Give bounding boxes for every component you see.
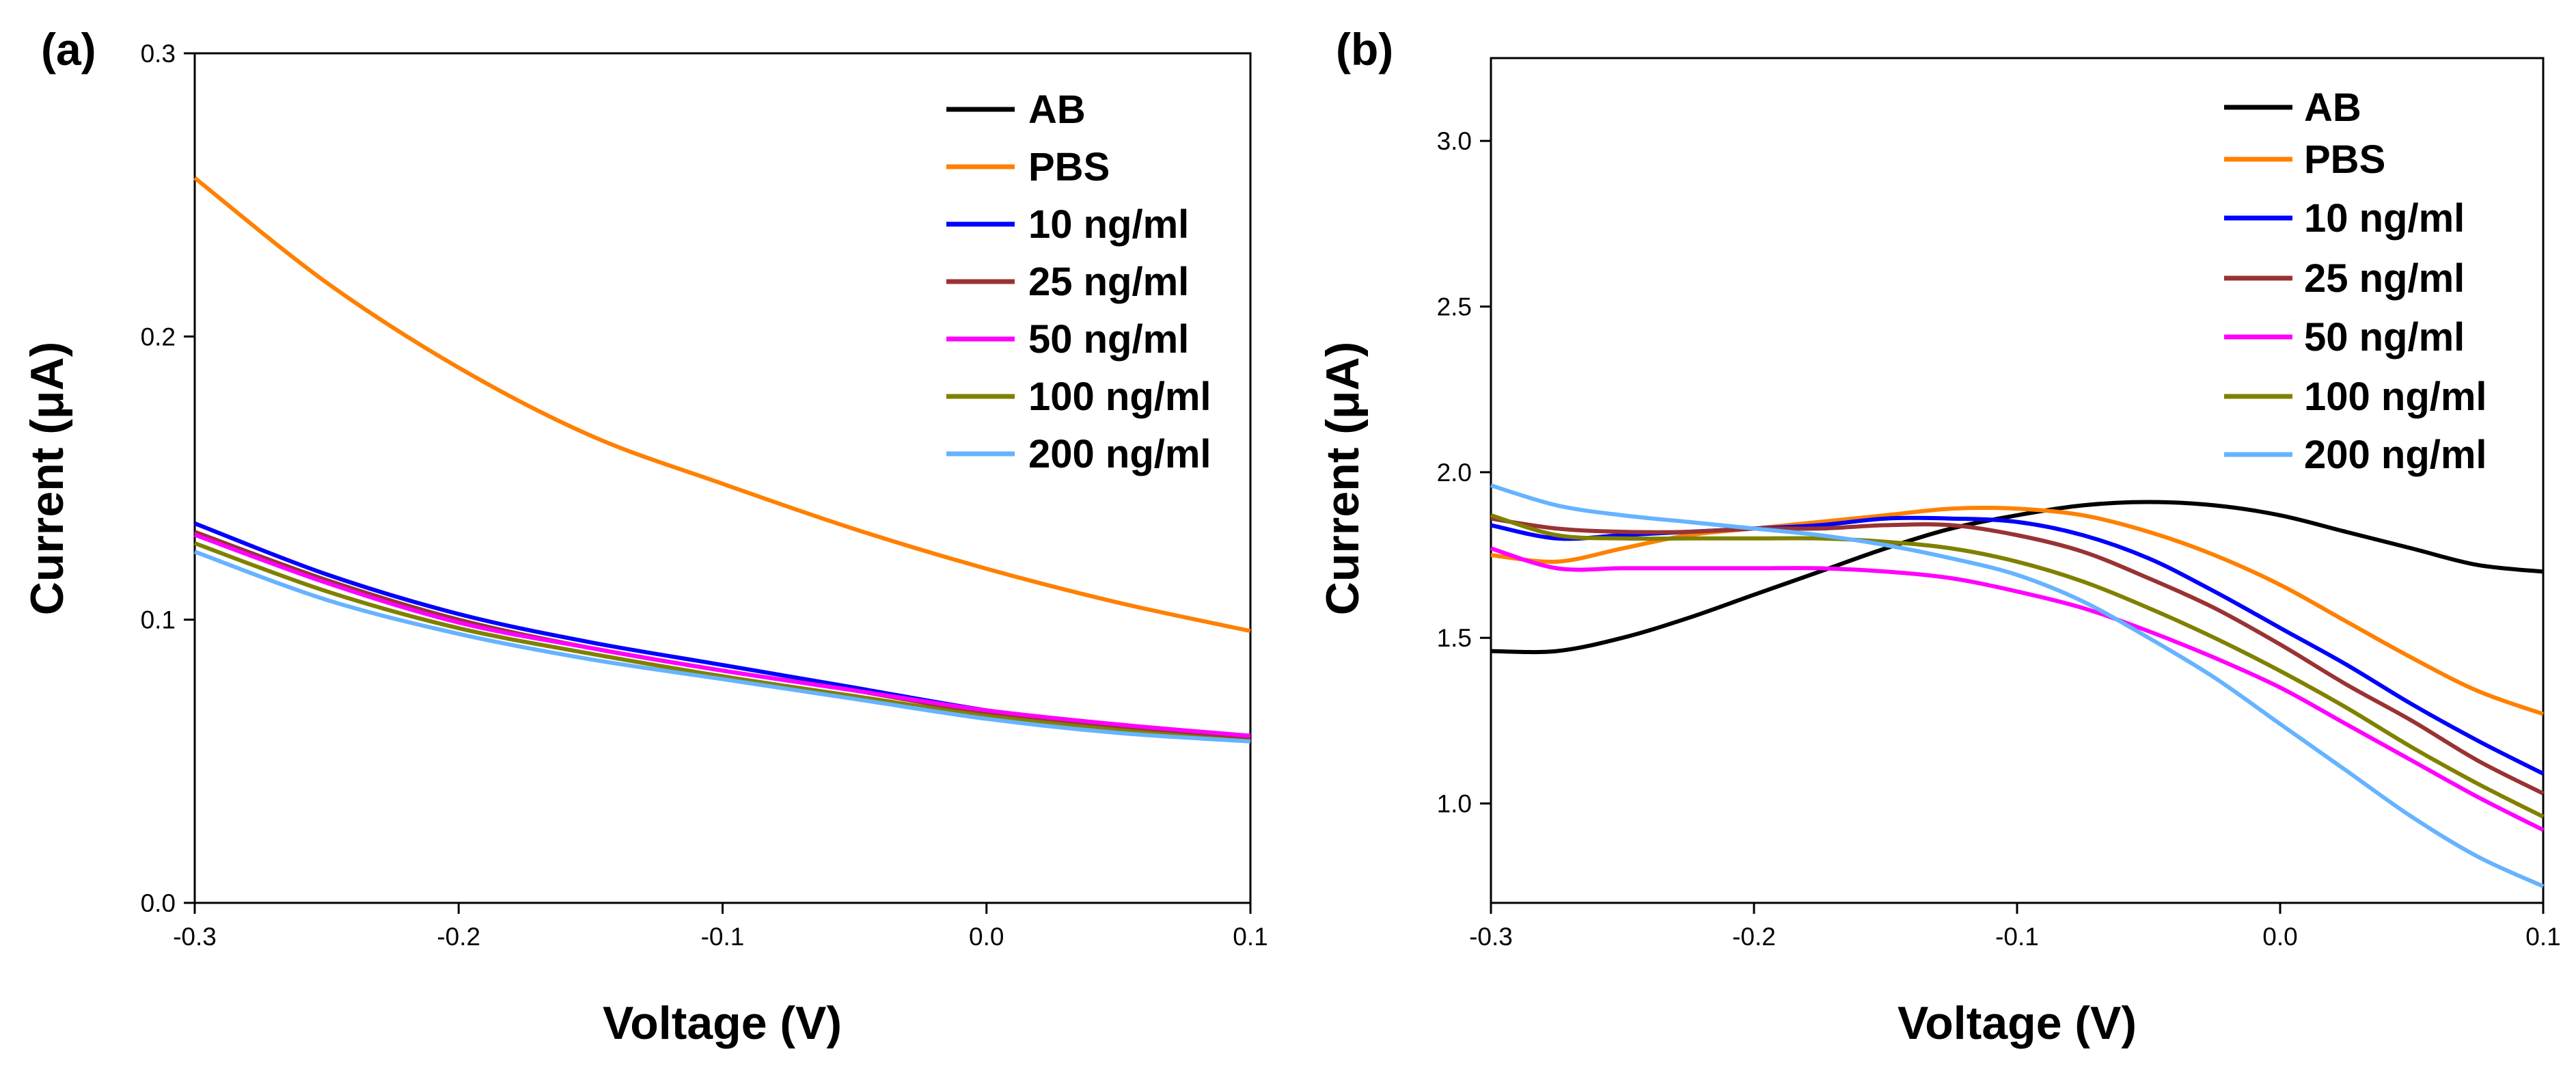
panel-a-ticks: -0.3 -0.2 -0.1 0.0 0.1 0.0 0.1 0.2 0.3 [141,40,1268,951]
panel-b-ticks: -0.3 -0.2 -0.1 0.0 0.1 1.0 1.5 2.0 2.5 3.0 [1437,127,2561,951]
x-tick-label: -0.2 [437,923,480,951]
panel-b-x-axis-label: Voltage (V) [1897,997,2137,1049]
legend-label-25-ng-ml: 25 ng/ml [2304,256,2465,301]
series-line-50-ng-ml [1490,546,2545,832]
x-tick-label: 0.0 [2262,923,2297,951]
series-line-200-ng-ml [193,550,1251,744]
panel-a-curves [193,176,1251,744]
y-tick-label: 0.2 [141,323,176,351]
y-tick-label: 0.3 [141,40,176,68]
legend-label-ab: AB [2304,85,2361,130]
series-line-pbs [193,176,1251,634]
panel-b-y-axis-label: Current (μA) [1317,342,1369,615]
panel-b-curves [1490,483,2545,889]
y-tick-label: 1.0 [1437,790,1472,818]
series-line-25-ng-ml [193,530,1251,741]
y-tick-label: 1.5 [1437,624,1472,652]
panel-a: (a) -0.3 -0.2 -0.1 0.0 0.1 0.0 0.1 0.2 0.3 Volta… [21,24,1268,1049]
panel-b-legend: AB PBS 10 ng/ml 25 ng/ml 50 ng/ml 100 ng… [2224,85,2487,477]
legend-label-200-ng-ml: 200 ng/ml [1028,432,1211,476]
legend-label-100-ng-ml: 100 ng/ml [2304,375,2487,419]
y-tick-label: 3.0 [1437,127,1472,155]
series-line-25-ng-ml [1490,516,2545,796]
legend-label-pbs: PBS [2304,137,2385,182]
y-tick-label: 0.1 [141,606,176,634]
legend-label-50-ng-ml: 50 ng/ml [1028,317,1189,362]
legend-label-pbs: PBS [1028,145,1110,189]
x-tick-label: -0.3 [1469,923,1513,951]
panel-b-plot-frame [1490,57,2545,904]
x-tick-label: 0.0 [969,923,1004,951]
x-tick-label: -0.3 [173,923,217,951]
series-line-100-ng-ml [193,541,1251,744]
x-tick-label: -0.1 [701,923,745,951]
series-line-100-ng-ml [1490,513,2545,819]
series-line-10-ng-ml [1490,515,2545,776]
panel-a-y-axis-label: Current (μA) [21,342,73,615]
panel-a-legend: AB PBS 10 ng/ml 25 ng/ml 50 ng/ml 100 ng… [946,87,1211,476]
legend-label-100-ng-ml: 100 ng/ml [1028,375,1211,419]
legend-label-25-ng-ml: 25 ng/ml [1028,260,1189,304]
y-tick-label: 2.5 [1437,293,1472,321]
x-tick-label: -0.2 [1732,923,1776,951]
y-tick-label: 2.0 [1437,459,1472,487]
series-line-50-ng-ml [193,532,1251,738]
series-line-ab [1490,500,2544,655]
panel-a-label: (a) [41,24,96,74]
panel-a-x-axis-label: Voltage (V) [603,997,842,1049]
series-line-10-ng-ml [193,521,1251,741]
legend-label-200-ng-ml: 200 ng/ml [2304,433,2487,477]
x-tick-label: 0.1 [1233,923,1268,951]
y-tick-label: 0.0 [141,889,176,917]
panel-b: (b) -0.3 -0.2 -0.1 0.0 0.1 1.0 1.5 2.0 2.5 3.0 Vo… [1317,24,2561,1049]
panel-b-label: (b) [1336,24,1393,74]
x-tick-label: -0.1 [1995,923,2039,951]
legend-label-50-ng-ml: 50 ng/ml [2304,315,2465,360]
legend-label-10-ng-ml: 10 ng/ml [2304,196,2465,241]
x-tick-label: 0.1 [2525,923,2560,951]
legend-label-ab: AB [1028,87,1086,132]
legend-label-10-ng-ml: 10 ng/ml [1028,202,1189,247]
series-line-200-ng-ml [1490,483,2545,889]
